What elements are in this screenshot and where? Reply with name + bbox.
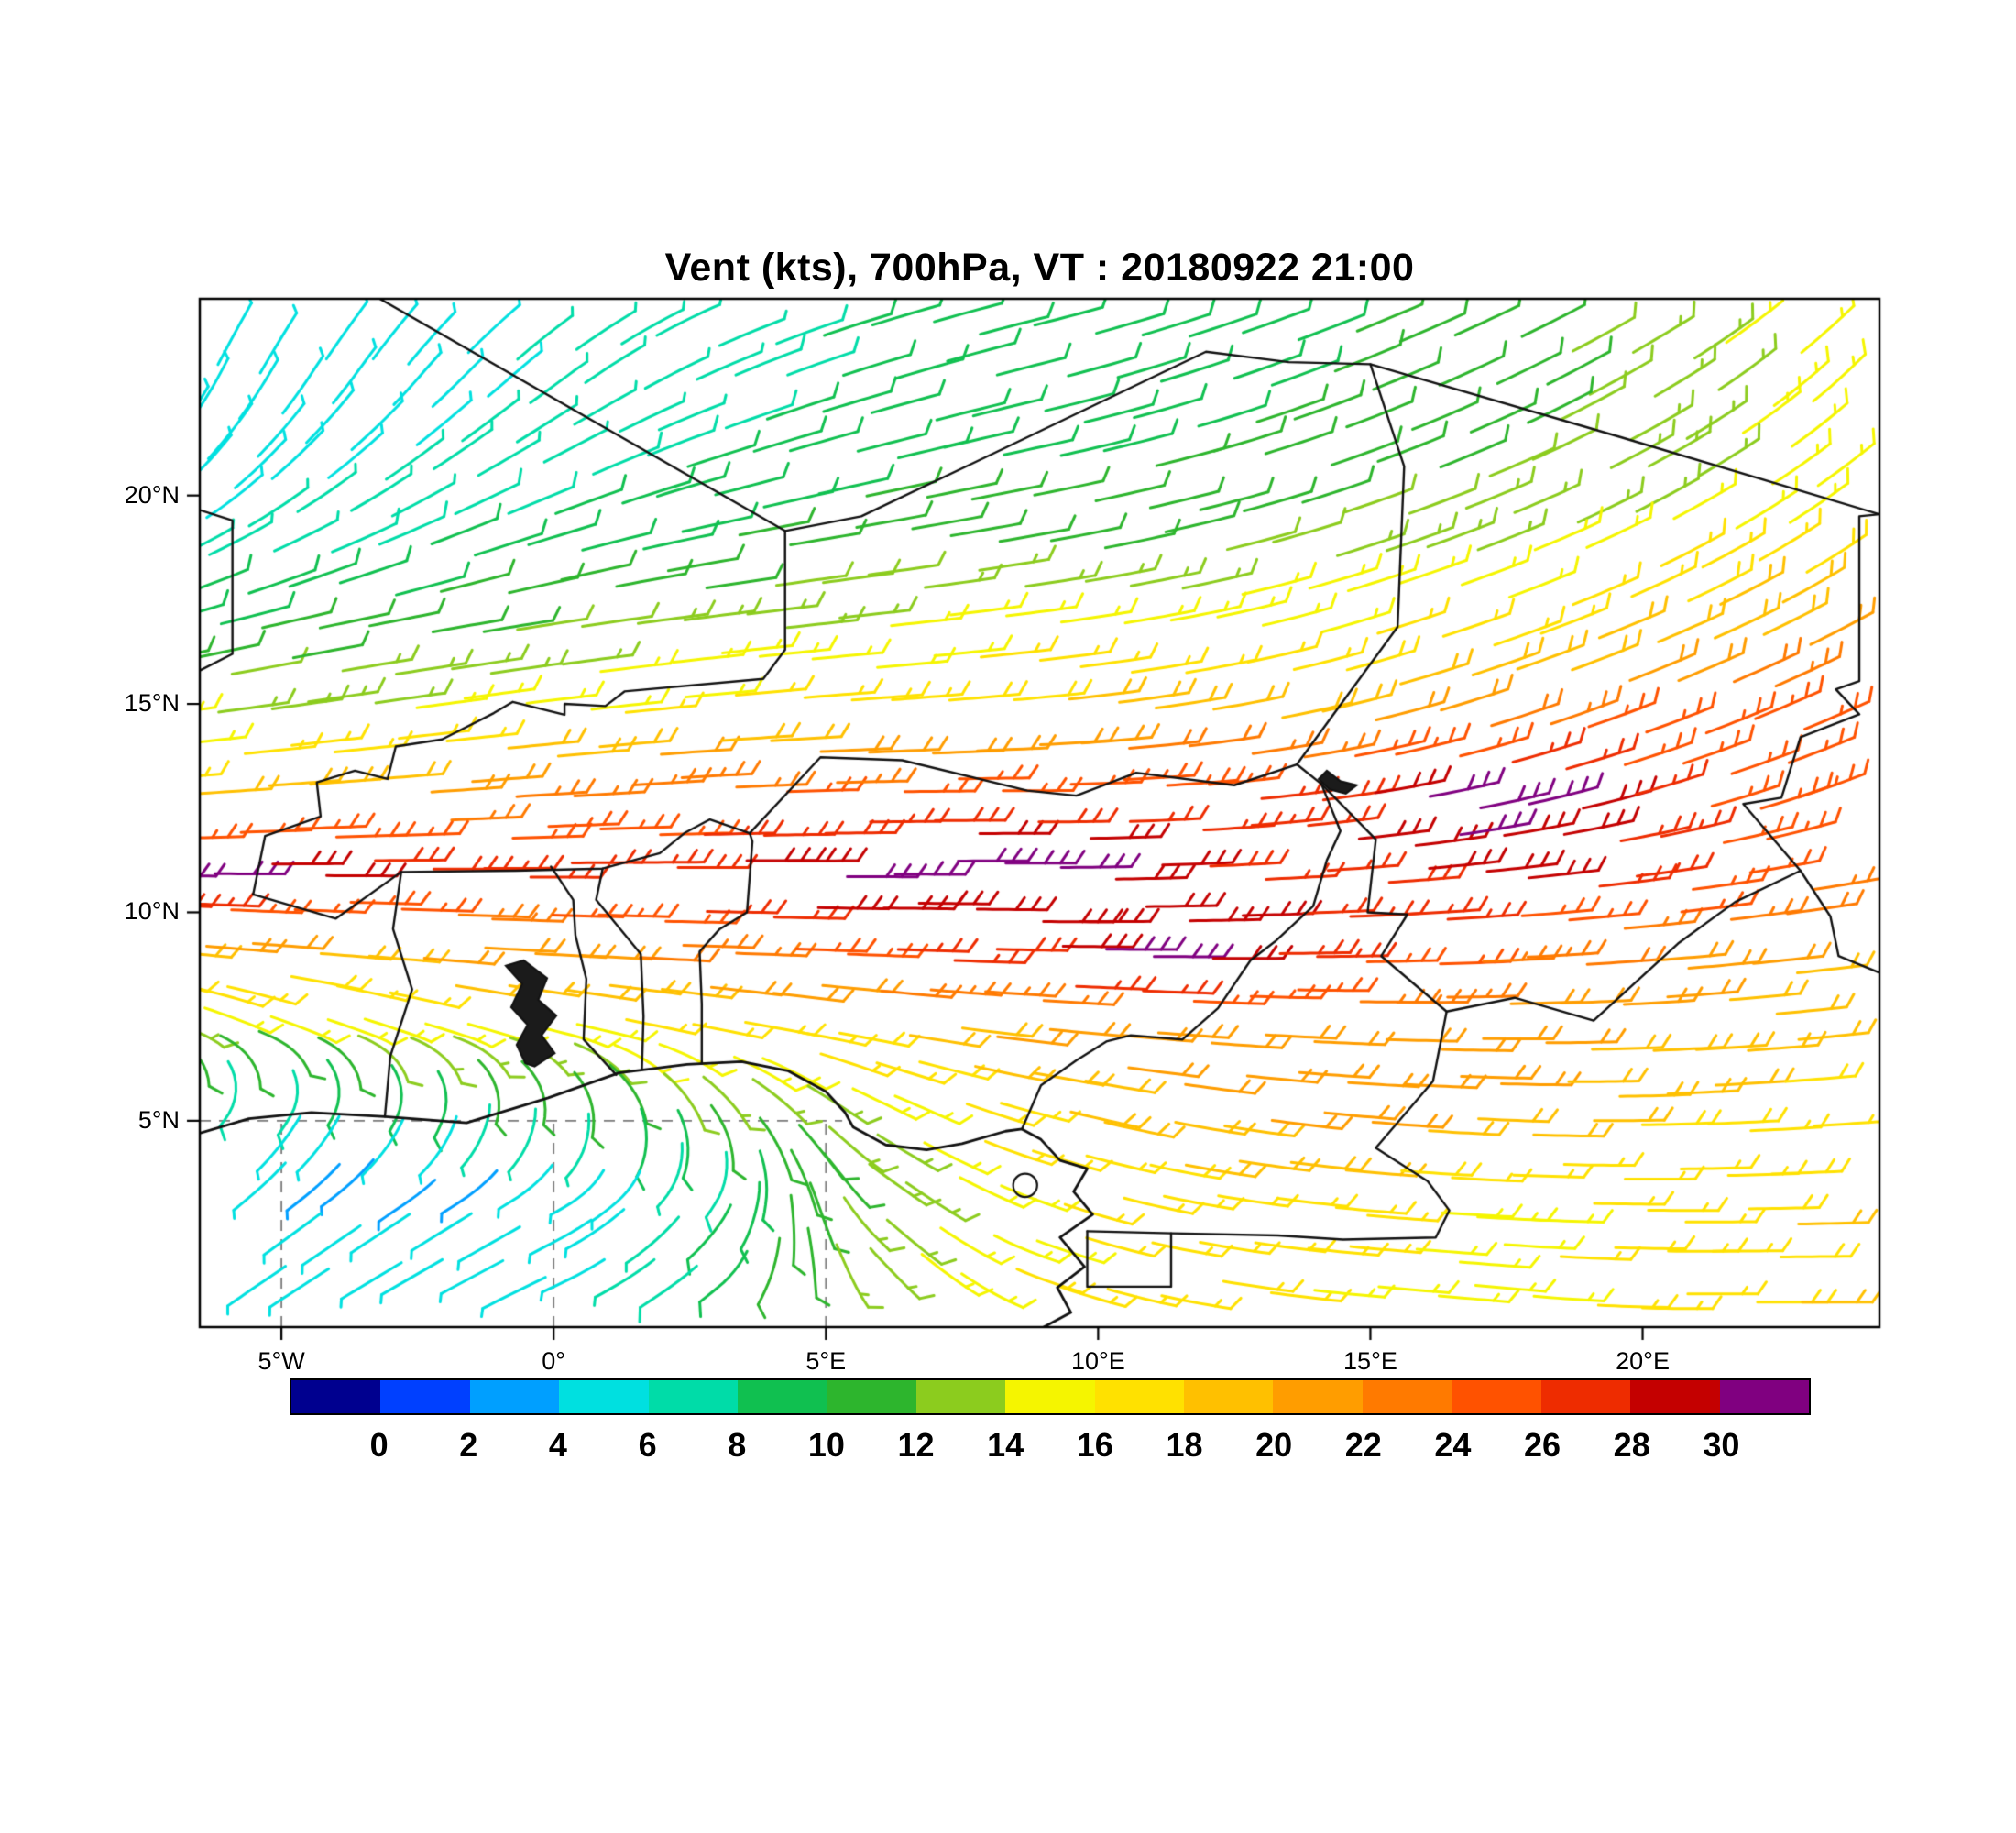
colorbar-segment — [915, 1380, 1006, 1413]
colorbar-segment — [1184, 1380, 1274, 1413]
colorbar-segment — [1005, 1380, 1095, 1413]
y-axis-tick-label: 15°N — [124, 689, 180, 718]
x-axis-tick-label: 10°E — [1070, 1347, 1125, 1375]
x-axis-tick-label: 0° — [542, 1347, 566, 1375]
y-axis-tick-label: 20°N — [124, 480, 180, 509]
x-axis-tick-label: 15°E — [1343, 1347, 1397, 1375]
colorbar-segment — [291, 1380, 381, 1413]
colorbar-tick-label: 12 — [897, 1426, 935, 1464]
colorbar-tick-label: 18 — [1166, 1426, 1203, 1464]
colorbar-tick-label: 20 — [1255, 1426, 1293, 1464]
colorbar-tick-label: 6 — [638, 1426, 657, 1464]
colorbar-segment — [1094, 1380, 1185, 1413]
colorbar-segment — [1362, 1380, 1452, 1413]
colorbar-segment — [827, 1380, 916, 1413]
colorbar-tick-label: 30 — [1703, 1426, 1740, 1464]
colorbar-segment — [1630, 1380, 1720, 1413]
colorbar-tick-label: 4 — [548, 1426, 567, 1464]
colorbar-segment — [559, 1380, 649, 1413]
colorbar-segment — [469, 1380, 560, 1413]
colorbar-segment — [1273, 1380, 1363, 1413]
colorbar-tick-label: 8 — [728, 1426, 747, 1464]
y-axis-tick-label: 10°N — [124, 897, 180, 926]
chart-title: Vent (kts), 700hPa, VT : 20180922 21:00 — [664, 246, 1415, 290]
colorbar-segment — [738, 1380, 827, 1413]
colorbar-tick-label: 2 — [459, 1426, 478, 1464]
x-axis-tick-label: 5°E — [805, 1347, 847, 1375]
y-axis-tick-label: 5°N — [137, 1105, 180, 1134]
colorbar-segment — [1540, 1380, 1631, 1413]
x-axis-tick-label: 20°E — [1616, 1347, 1670, 1375]
colorbar-tick-label: 16 — [1076, 1426, 1113, 1464]
colorbar-segment — [648, 1380, 739, 1413]
colorbar-tick-label: 26 — [1524, 1426, 1561, 1464]
colorbar-tick-label: 0 — [369, 1426, 389, 1464]
colorbar — [290, 1378, 1811, 1415]
colorbar-tick-label: 22 — [1344, 1426, 1382, 1464]
colorbar-tick-label: 28 — [1613, 1426, 1650, 1464]
x-axis-tick-label: 5°W — [257, 1347, 305, 1375]
colorbar-tick-label: 14 — [987, 1426, 1024, 1464]
colorbar-tick-label: 10 — [807, 1426, 845, 1464]
colorbar-segment — [380, 1380, 470, 1413]
colorbar-segment — [1719, 1380, 1809, 1413]
colorbar-segment — [1452, 1380, 1541, 1413]
colorbar-tick-label: 24 — [1434, 1426, 1472, 1464]
